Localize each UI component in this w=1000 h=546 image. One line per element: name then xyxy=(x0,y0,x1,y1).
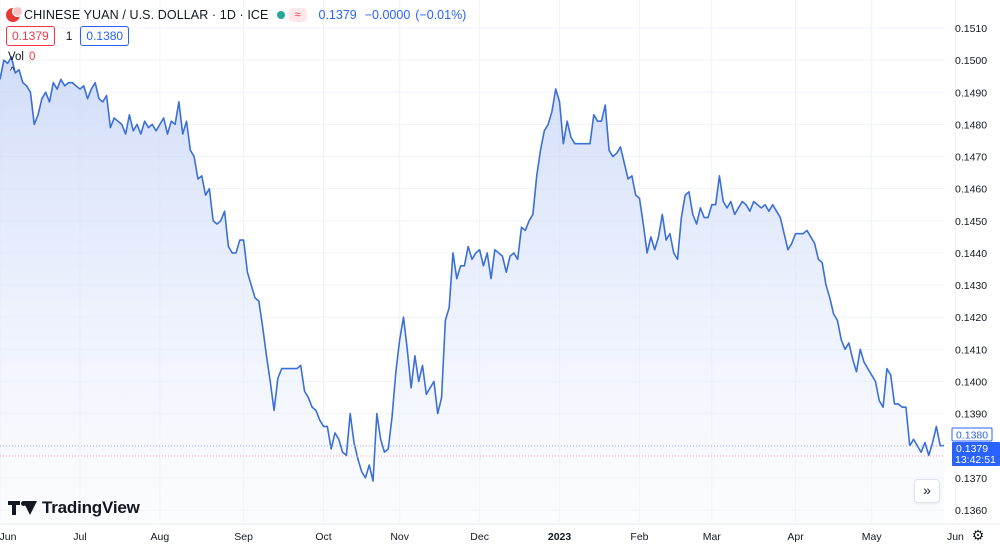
symbol-header: CHINESE YUAN / U.S. DOLLAR · 1D · ICE ≈ … xyxy=(6,6,466,24)
x-tick-label: Mar xyxy=(703,531,722,543)
time-axis[interactable]: Jun Jul Aug Sep Oct Nov Dec 2023 Feb Mar Apr May Jun… xyxy=(0,531,1000,543)
last-tag-box xyxy=(952,442,1000,466)
y-tick-label: 0.1450 xyxy=(955,216,987,228)
price-area xyxy=(0,56,944,523)
x-tick-label: 2023 xyxy=(548,531,572,543)
last-price: 0.1379 xyxy=(318,8,357,22)
countdown-label: 13:42:51 xyxy=(955,454,996,466)
scroll-to-realtime-button[interactable]: » xyxy=(914,479,940,503)
ask-button[interactable]: 0.1380 xyxy=(80,26,130,46)
market-open-dot-icon xyxy=(276,11,285,19)
x-tick-label: Feb xyxy=(630,531,648,543)
y-tick-label: 0.1430 xyxy=(955,280,987,292)
x-tick-label: Oct xyxy=(315,531,331,543)
y-tick-label: 0.1480 xyxy=(955,119,987,131)
ask-tag-box xyxy=(951,427,993,442)
y-tick-label: 0.1510 xyxy=(955,23,987,35)
bid-ask-row: 0.1379 1 0.1380 xyxy=(6,26,130,46)
volume-value: 0 xyxy=(29,51,36,63)
y-tick-label: 0.1370 xyxy=(955,473,987,485)
last-tag-label: 0.1379 xyxy=(956,443,988,455)
y-tick-label: 0.1360 xyxy=(955,505,987,517)
price-change: −0.0000 xyxy=(364,8,411,22)
x-tick-label: Aug xyxy=(151,531,170,543)
x-tick-label: Apr xyxy=(787,531,804,543)
y-tick-label: 0.1490 xyxy=(955,87,987,99)
x-tick-label: Jun xyxy=(0,531,17,543)
price-tags: 0.1380 0.1379 13:42:51 xyxy=(951,427,1000,466)
x-tick-label: Jul xyxy=(73,531,86,543)
volume-legend: Vol 0 xyxy=(8,51,35,63)
y-tick-label: 0.1440 xyxy=(955,248,987,260)
x-tick-label: Dec xyxy=(470,531,489,543)
y-tick-label: 0.1400 xyxy=(955,376,987,388)
settings-gear-icon[interactable]: ⚙ xyxy=(971,527,985,543)
x-tick-label: Sep xyxy=(234,531,253,543)
price-change-percent: (−0.01%) xyxy=(415,8,467,22)
ask-tag-label: 0.1380 xyxy=(956,430,988,442)
volume-label: Vol xyxy=(8,51,24,63)
collapse-legend-icon[interactable]: ^ xyxy=(10,66,15,77)
y-tick-label: 0.1420 xyxy=(955,312,987,324)
bid-button[interactable]: 0.1379 xyxy=(6,26,55,46)
y-tick-label: 0.1390 xyxy=(955,409,987,421)
tradingview-wordmark: TradingView xyxy=(42,498,140,517)
approx-data-badge[interactable]: ≈ xyxy=(288,8,307,22)
x-tick-label: Jun xyxy=(947,531,964,543)
tradingview-mark-icon xyxy=(8,500,38,516)
currency-flag-icon xyxy=(6,6,23,22)
y-tick-label: 0.1500 xyxy=(955,55,987,67)
price-line-series xyxy=(0,56,944,482)
symbol-title[interactable]: CHINESE YUAN / U.S. DOLLAR · 1D · ICE xyxy=(24,8,269,22)
tradingview-logo[interactable]: TradingView xyxy=(8,498,140,518)
x-tick-label: May xyxy=(862,531,883,543)
y-tick-label: 0.1470 xyxy=(955,152,987,164)
y-tick-label: 0.1460 xyxy=(955,184,987,196)
price-axis[interactable]: 0.1510 0.1500 0.1490 0.1480 0.1470 0.1460 0.14… xyxy=(955,23,987,517)
spread-value: 1 xyxy=(65,29,73,43)
x-tick-label: Nov xyxy=(390,531,409,543)
y-tick-label: 0.1410 xyxy=(955,344,987,356)
